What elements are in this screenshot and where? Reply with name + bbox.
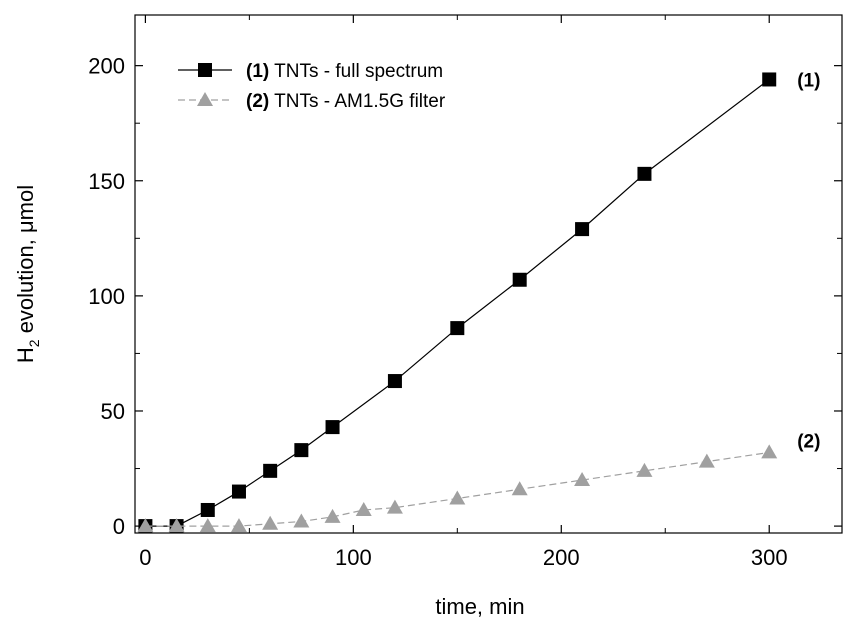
series-1-end-label: (1): [797, 70, 820, 91]
y-tick-label: 200: [88, 54, 125, 79]
series-2-point: [761, 444, 777, 458]
series-1-point: [513, 273, 527, 287]
legend-label-text: TNTs - full spectrum: [269, 61, 443, 82]
legend-item-1: (1) TNTs - full spectrum: [178, 61, 443, 82]
x-axis-title: time, min: [435, 594, 524, 619]
x-tick-label: 100: [335, 545, 372, 570]
series-1-point: [637, 167, 651, 181]
y-tick-label: 100: [88, 284, 125, 309]
legend-label: (2) TNTs - AM1.5G filter: [246, 91, 446, 112]
series-2-end-label: (2): [797, 431, 820, 452]
legend-item-2: (2) TNTs - AM1.5G filter: [178, 91, 446, 112]
y-axis-ticks: 0 50 100 150 200: [88, 54, 842, 539]
series-1-point: [450, 321, 464, 335]
y-tick-label: 50: [101, 399, 125, 424]
x-tick-label: 200: [543, 545, 580, 570]
series-1-point: [326, 420, 340, 434]
y-tick-label: 150: [88, 169, 125, 194]
x-tick-label: 300: [751, 545, 788, 570]
series-1-line: [145, 79, 769, 526]
plot-frame: [135, 15, 842, 533]
series-2-point: [293, 513, 309, 527]
x-tick-label: 0: [139, 545, 151, 570]
legend-label-number: (2): [246, 91, 269, 112]
legend-marker: [198, 63, 212, 77]
legend-label-number: (1): [246, 61, 269, 82]
y-axis-title-rest: evolution, μmol: [13, 185, 38, 340]
series-1-point: [388, 374, 402, 388]
y-axis-title: H2 evolution, μmol: [13, 185, 42, 363]
series-1-point: [232, 485, 246, 499]
series-2-point: [699, 454, 715, 468]
series-layer: (1) (2): [137, 70, 820, 533]
series-1-point: [263, 464, 277, 478]
series-2-point: [262, 516, 278, 530]
legend-marker: [197, 92, 213, 106]
series-1-point: [294, 443, 308, 457]
series-1-point: [575, 222, 589, 236]
series-2: (2): [137, 431, 820, 532]
y-axis-title-subscript: 2: [26, 339, 42, 347]
series-2-point: [200, 518, 216, 532]
legend-label: (1) TNTs - full spectrum: [246, 61, 443, 82]
y-axis-title-main: H: [13, 347, 38, 363]
legend: (1) TNTs - full spectrum(2) TNTs - AM1.5…: [178, 61, 446, 112]
series-1: (1): [138, 70, 820, 533]
series-2-point: [512, 481, 528, 495]
series-1-point: [762, 72, 776, 86]
series-1-point: [201, 503, 215, 517]
legend-label-text: TNTs - AM1.5G filter: [269, 91, 446, 112]
y-tick-label: 0: [113, 514, 125, 539]
